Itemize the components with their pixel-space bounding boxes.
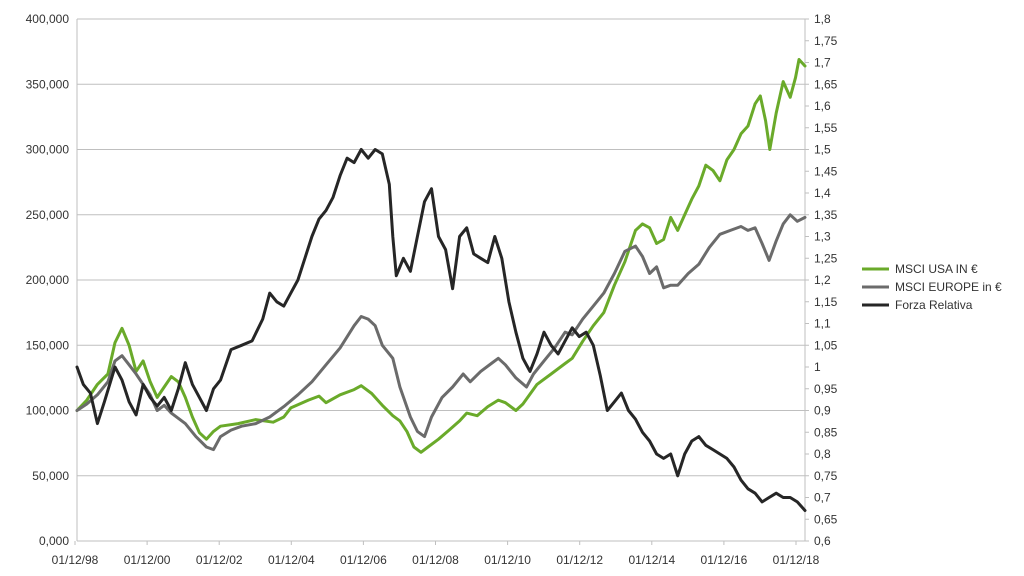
y-right-tick-label: 0,75 xyxy=(814,469,838,483)
y-right-tick-label: 1,8 xyxy=(814,12,831,26)
y-left-tick-label: 150,000 xyxy=(26,338,70,352)
y-right-tick-label: 1 xyxy=(814,360,821,374)
y-right-tick-label: 1,1 xyxy=(814,317,831,331)
left-axis-ticks: 0,000 50,000 100,000 150,000 200,000 250,000 3… xyxy=(26,12,70,548)
y-right-tick-label: 1,65 xyxy=(814,77,838,91)
legend-label: MSCI USA IN € xyxy=(895,262,978,276)
y-right-tick-label: 0,6 xyxy=(814,534,831,548)
y-right-tick-label: 1,6 xyxy=(814,99,831,113)
y-right-tick-label: 1,25 xyxy=(814,251,838,265)
x-tick-label: 01/12/02 xyxy=(196,553,243,567)
x-axis-ticks: 01/12/98 01/12/00 01/12/02 01/12/04 01/12/06… xyxy=(52,541,820,567)
y-right-tick-label: 0,8 xyxy=(814,447,831,461)
series-line-2 xyxy=(75,213,807,452)
y-right-tick-label: 1,4 xyxy=(814,186,831,200)
x-tick-label: 01/12/98 xyxy=(52,553,99,567)
legend-label: Forza Relativa xyxy=(895,298,973,312)
x-tick-label: 01/12/18 xyxy=(773,553,820,567)
x-tick-label: 01/12/04 xyxy=(268,553,315,567)
y-right-tick-label: 0,7 xyxy=(814,491,831,505)
x-tick-label: 01/12/16 xyxy=(701,553,748,567)
y-right-tick-label: 1,5 xyxy=(814,143,831,157)
legend-label: MSCI EUROPE in € xyxy=(895,280,1002,294)
y-left-tick-label: 100,000 xyxy=(26,404,70,418)
y-left-tick-label: 200,000 xyxy=(26,273,70,287)
x-tick-label: 01/12/14 xyxy=(628,553,675,567)
y-left-tick-label: 50,000 xyxy=(32,469,69,483)
y-right-tick-label: 0,65 xyxy=(814,512,838,526)
y-right-tick-label: 0,85 xyxy=(814,425,838,439)
series-line-1 xyxy=(75,58,807,454)
x-tick-label: 01/12/12 xyxy=(556,553,603,567)
y-left-tick-label: 350,000 xyxy=(26,77,70,91)
x-tick-label: 01/12/08 xyxy=(412,553,459,567)
legend: MSCI USA IN € MSCI EUROPE in € Forza Relat… xyxy=(862,262,1002,312)
y-left-tick-label: 0,000 xyxy=(39,534,69,548)
series-line-3 xyxy=(75,148,807,512)
series-lines xyxy=(75,58,807,512)
y-right-tick-label: 1,15 xyxy=(814,295,838,309)
y-right-tick-label: 1,05 xyxy=(814,338,838,352)
y-right-tick-label: 0,9 xyxy=(814,404,831,418)
y-right-tick-label: 1,3 xyxy=(814,230,831,244)
y-left-tick-label: 300,000 xyxy=(26,143,70,157)
y-right-tick-label: 1,7 xyxy=(814,56,831,70)
x-tick-label: 01/12/10 xyxy=(484,553,531,567)
y-right-tick-label: 0,95 xyxy=(814,382,838,396)
x-tick-label: 01/12/00 xyxy=(124,553,171,567)
y-right-tick-label: 1,75 xyxy=(814,34,838,48)
y-right-tick-label: 1,55 xyxy=(814,121,838,135)
x-tick-label: 01/12/06 xyxy=(340,553,387,567)
y-right-tick-label: 1,45 xyxy=(814,164,838,178)
y-right-tick-label: 1,35 xyxy=(814,208,838,222)
gridlines xyxy=(77,18,805,542)
y-right-tick-label: 1,2 xyxy=(814,273,831,287)
y-left-tick-label: 250,000 xyxy=(26,208,70,222)
right-axis-ticks: 0,6 0,65 0,7 0,75 0,8 0,85 0,9 0,95 1 1,05 1,1 1,15… xyxy=(805,12,838,548)
y-left-tick-label: 400,000 xyxy=(26,12,70,26)
